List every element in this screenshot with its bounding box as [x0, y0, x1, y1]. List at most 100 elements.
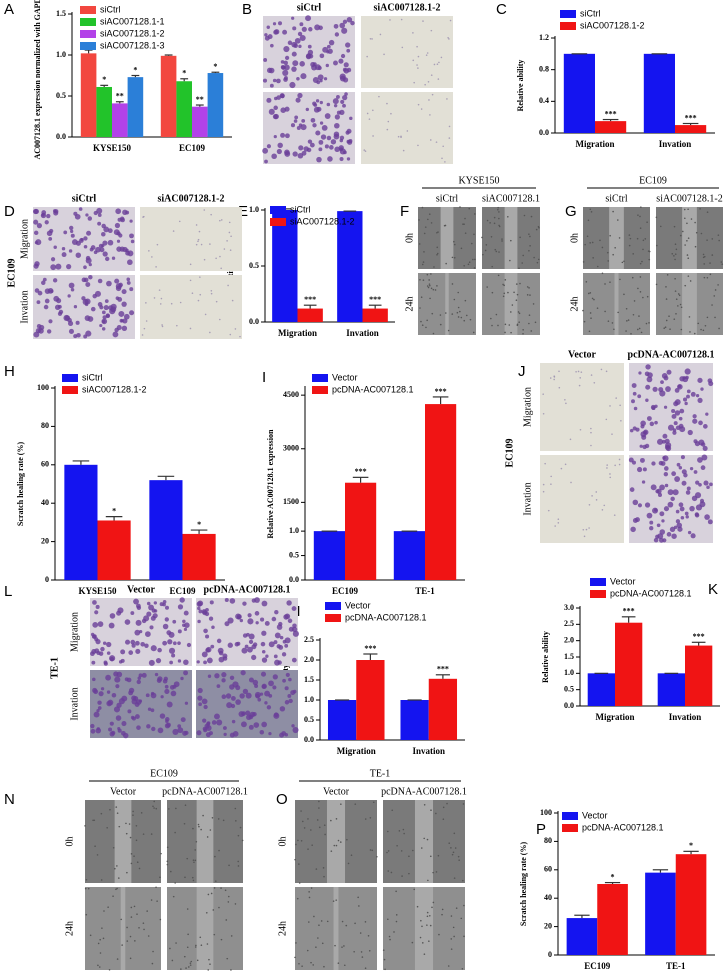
cell — [521, 262, 524, 264]
cell — [159, 713, 166, 719]
bar — [563, 53, 595, 134]
cell — [211, 720, 217, 725]
cell — [99, 938, 101, 941]
cell — [663, 471, 669, 477]
cell — [221, 672, 227, 678]
cell — [532, 303, 535, 305]
cell — [148, 659, 155, 666]
cell — [658, 387, 664, 393]
cell — [426, 924, 428, 926]
significance: * — [197, 520, 201, 529]
cell — [201, 651, 208, 658]
cell — [619, 278, 621, 281]
cell — [118, 825, 121, 828]
cell — [231, 299, 234, 302]
bar — [112, 103, 128, 137]
x-tick-label: KYSE150 — [78, 586, 117, 596]
bar — [182, 533, 216, 580]
cell — [674, 387, 680, 393]
column-header: siAC007128.1-2 — [374, 2, 441, 13]
cell — [303, 827, 306, 829]
cell — [237, 865, 240, 867]
cell — [195, 224, 198, 226]
cell — [66, 264, 72, 270]
cell — [142, 216, 144, 218]
cell — [679, 303, 682, 306]
cell — [493, 216, 496, 219]
cell — [276, 148, 282, 155]
cell — [578, 384, 581, 387]
y-tick-label: 0.0 — [564, 701, 574, 710]
cell — [473, 213, 476, 215]
cell — [606, 251, 609, 254]
cell — [43, 304, 49, 310]
cell — [678, 502, 684, 508]
cell — [366, 55, 368, 58]
cell — [183, 610, 189, 616]
legend-swatch — [590, 590, 606, 598]
cell — [129, 935, 132, 938]
cell — [437, 78, 440, 80]
cell — [164, 723, 171, 729]
cell — [262, 78, 268, 83]
cell — [234, 903, 237, 905]
cell — [708, 381, 714, 387]
cell — [589, 292, 592, 294]
cell — [126, 277, 131, 282]
cell — [291, 724, 295, 728]
cell — [464, 299, 467, 302]
cell — [582, 528, 585, 531]
cell — [387, 870, 390, 872]
cell — [93, 819, 96, 822]
cell — [432, 901, 435, 904]
cell — [261, 650, 266, 654]
cell — [229, 598, 236, 604]
cell — [201, 609, 207, 615]
cell — [169, 660, 173, 665]
cell — [78, 207, 83, 211]
cell — [310, 829, 312, 831]
cell — [697, 322, 700, 325]
cell — [448, 38, 450, 40]
cell — [135, 619, 142, 626]
cell — [128, 690, 134, 696]
cell — [645, 364, 651, 370]
cell — [292, 151, 298, 157]
cell — [225, 693, 232, 699]
cell — [349, 116, 353, 121]
cell — [46, 329, 52, 334]
cell — [81, 277, 87, 283]
cell — [112, 846, 115, 849]
significance: ** — [116, 92, 124, 101]
cell — [706, 276, 709, 279]
y-axis-label: Relative ability — [516, 60, 525, 112]
cell — [84, 302, 89, 307]
row-label: Migration — [69, 612, 80, 652]
cell — [589, 242, 592, 244]
cell — [674, 410, 681, 416]
side-label: EC109 — [6, 259, 17, 288]
cell — [327, 156, 333, 162]
cell — [50, 257, 56, 262]
cell — [223, 732, 227, 737]
cell — [635, 427, 640, 432]
cell — [447, 36, 449, 39]
cell — [120, 918, 123, 921]
error-bar — [180, 78, 189, 82]
cell — [641, 260, 643, 263]
y-tick-label: 1.0 — [289, 526, 299, 535]
cell — [526, 286, 529, 288]
cell — [325, 63, 329, 68]
cell — [190, 960, 193, 963]
cell — [334, 32, 340, 37]
cell — [438, 933, 440, 936]
cell — [279, 635, 284, 640]
cell — [90, 728, 96, 734]
cell — [558, 386, 561, 389]
cell — [452, 926, 455, 929]
scratch-gap — [120, 887, 126, 970]
micrograph — [361, 92, 453, 164]
cell — [458, 859, 460, 861]
cell — [85, 257, 92, 264]
legend-swatch — [80, 18, 96, 26]
